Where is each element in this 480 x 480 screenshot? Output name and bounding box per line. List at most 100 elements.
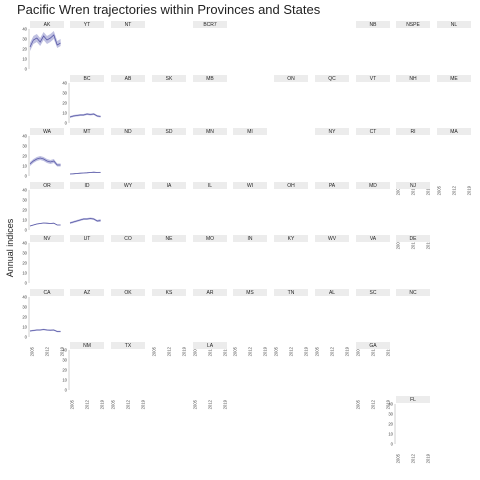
- x-tick-label: 2005: [70, 399, 75, 409]
- x-tick-label: 2012: [289, 346, 294, 356]
- panel-mt: MT: [69, 128, 104, 175]
- panel-nb: NB: [356, 21, 390, 28]
- x-tick-label: 2019: [263, 346, 268, 356]
- trend-line-or: [29, 222, 61, 227]
- y-tick-label: 30: [22, 251, 27, 256]
- strip-ok: [111, 289, 145, 296]
- strip-label: PA: [329, 183, 336, 189]
- strip-nc: [396, 289, 430, 296]
- panel-nt: NT: [111, 21, 145, 28]
- strip-oh: [274, 182, 308, 189]
- y-tick-label: 0: [25, 228, 28, 233]
- strip-label: NSPE: [406, 22, 420, 28]
- strip-tn: [274, 289, 308, 296]
- strip-ak: [30, 21, 64, 28]
- strip-wa: [30, 128, 64, 135]
- x-tick-label: 2005: [233, 346, 238, 356]
- y-tick-label: 0: [25, 335, 28, 340]
- x-tick-label: 2012: [411, 185, 416, 195]
- y-tick-label: 30: [22, 144, 27, 149]
- strip-pa: [315, 182, 349, 189]
- panel-ny: NY: [315, 128, 349, 135]
- panel-az: AZ: [70, 289, 104, 296]
- x-tick-label: 2019: [386, 399, 391, 409]
- x-tick-label: 2005: [111, 399, 116, 409]
- strip-ri: [396, 128, 430, 135]
- y-tick-label: 40: [22, 134, 27, 139]
- strip-label: TN: [288, 290, 295, 296]
- y-tick-label: 10: [62, 378, 67, 383]
- y-tick-label: 0: [65, 121, 68, 126]
- strip-label: IA: [167, 183, 172, 189]
- strip-ny: [315, 128, 349, 135]
- strip-wy: [111, 182, 145, 189]
- strip-label: AK: [44, 22, 51, 28]
- panel-bcr7: BCR7: [193, 21, 227, 28]
- strip-wv: [315, 235, 349, 242]
- strip-tx: [111, 342, 145, 349]
- panel-ok: OK: [111, 289, 145, 296]
- strip-label: SD: [166, 129, 173, 135]
- strip-sk: [152, 75, 186, 82]
- trend-line-mt: [69, 171, 101, 175]
- x-tick-label: 2019: [426, 185, 431, 195]
- panel-in: IN: [233, 235, 267, 242]
- y-tick-label: 0: [65, 388, 68, 393]
- x-tick-label: 2012: [208, 399, 213, 409]
- y-tick-label: 10: [22, 57, 27, 62]
- panel-wi: WI: [233, 182, 267, 189]
- strip-label: ME: [450, 76, 458, 82]
- y-tick-label: 20: [22, 154, 27, 159]
- strip-qc: [315, 75, 349, 82]
- strip-nv: [30, 235, 64, 242]
- x-tick-label: 2005: [396, 239, 401, 249]
- strip-label: IN: [248, 236, 253, 242]
- strip-label: OK: [124, 290, 132, 296]
- panel-nj: NJ 2005 2012 2019: [396, 182, 431, 249]
- panel-pa: PA: [315, 182, 349, 189]
- panel-tn: TN 2005 2012 2019: [274, 289, 309, 356]
- strip-mt: [70, 128, 104, 135]
- strip-ia: [152, 182, 186, 189]
- panel-ut: UT: [70, 235, 104, 242]
- strip-label: WY: [124, 183, 133, 189]
- strip-wi: [233, 182, 267, 189]
- strip-label: ND: [124, 129, 132, 135]
- strip-label: FL: [410, 397, 416, 403]
- strip-label: MS: [246, 290, 254, 296]
- y-tick-label: 20: [22, 261, 27, 266]
- x-tick-label: 2005: [315, 346, 320, 356]
- x-tick-label: 2012: [411, 239, 416, 249]
- x-tick-label: 2005: [274, 346, 279, 356]
- panel-ct: CT: [356, 128, 390, 135]
- x-tick-label: 2012: [371, 399, 376, 409]
- strip-label: BCR7: [203, 22, 217, 28]
- panel-sk: SK: [152, 75, 186, 82]
- y-tick-label: 40: [62, 348, 67, 353]
- panel-sc: SC 2005 2012 2019: [356, 289, 391, 356]
- panel-yt: YT: [70, 21, 104, 28]
- panel-or: OR 0 10 20 30 40: [22, 182, 64, 233]
- x-tick-label: 2019: [304, 346, 309, 356]
- panel-nm: NM 0 10 20 30 40 2005 2012 2019: [62, 342, 105, 409]
- x-tick-label: 2012: [411, 453, 416, 463]
- x-tick-label: 2005: [396, 453, 401, 463]
- panel-il: IL: [193, 182, 227, 189]
- strip-label: SC: [370, 290, 377, 296]
- panel-wv: WV: [315, 235, 349, 242]
- y-tick-label: 40: [22, 241, 27, 246]
- strip-label: DE: [410, 236, 418, 242]
- y-tick-label: 10: [22, 218, 27, 223]
- strip-label: CO: [124, 236, 132, 242]
- strip-ms: [233, 289, 267, 296]
- panel-md: MD: [356, 182, 390, 189]
- strip-label: LA: [207, 343, 214, 349]
- strip-label: IL: [208, 183, 212, 189]
- panel-al: AL 2005 2012 2019: [315, 289, 350, 356]
- strip-ky: [274, 235, 308, 242]
- x-tick-label: 2012: [330, 346, 335, 356]
- x-tick-label: 2019: [223, 399, 228, 409]
- panel-la: LA 2005 2012 2019: [193, 342, 228, 409]
- y-tick-label: 30: [388, 412, 393, 417]
- strip-ne: [152, 235, 186, 242]
